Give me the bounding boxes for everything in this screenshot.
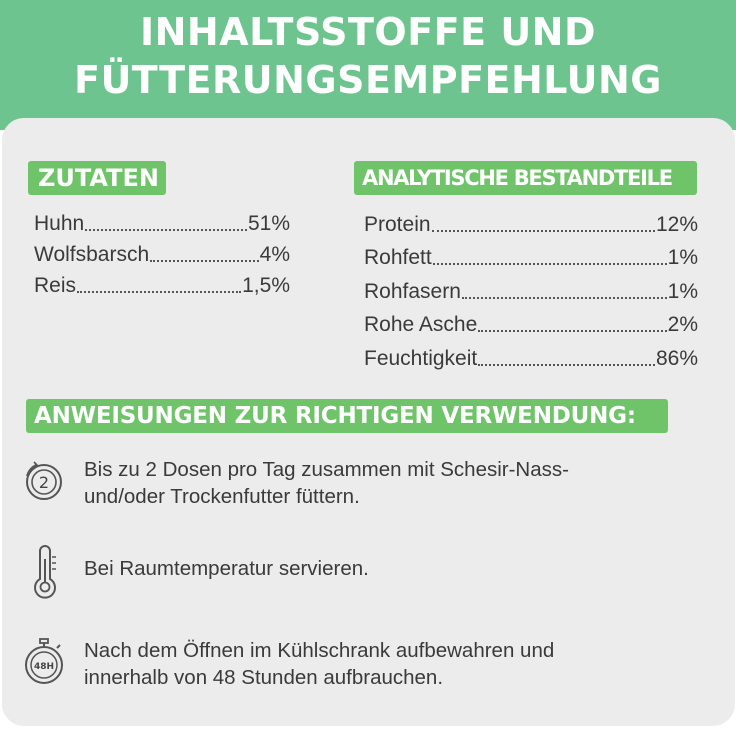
instruction-text: Bei Raumtemperatur servieren.: [84, 545, 369, 582]
instruction-line: innerhalb von 48 Stunden aufbrauchen.: [84, 666, 444, 689]
item-value: 86%: [655, 346, 698, 370]
item-value: 1%: [667, 246, 698, 269]
analytik-list: Protein 12% Rohfett 1% Rohfasern 1% Rohe…: [364, 203, 698, 371]
item-name: Rohe Asche: [364, 313, 478, 336]
page-title: INHALTSSTOFFE UND FÜTTERUNGSEMPFEHLUNG: [0, 8, 736, 104]
item-value: 51%: [247, 212, 290, 235]
stopwatch-48h-icon: 48H: [25, 638, 63, 684]
dot-leader: [150, 260, 259, 262]
list-item: Rohfett 1%: [364, 237, 698, 271]
instruction-line: und/oder Trockenfutter füttern.: [84, 485, 360, 508]
instruction-item: 2 Bis zu 2 Dosen pro Tag zusammen mit Sc…: [22, 456, 702, 510]
header-banner: [0, 0, 736, 130]
instruction-text: Bis zu 2 Dosen pro Tag zusammen mit Sche…: [84, 456, 569, 510]
dot-leader: [478, 330, 667, 332]
dot-leader: [461, 296, 667, 299]
item-name: Rohfett: [364, 246, 432, 269]
dot-leader: [478, 363, 655, 366]
list-item: Protein 12%: [364, 203, 698, 237]
item-value: 1%: [667, 279, 698, 303]
item-name: Reis: [34, 274, 77, 297]
dot-leader: [85, 229, 247, 231]
thermometer-icon: [34, 545, 56, 599]
icon-label: 2: [39, 473, 49, 492]
item-name: Rohfasern: [364, 279, 461, 303]
item-value: 2%: [667, 313, 698, 336]
item-name: Protein: [364, 212, 431, 236]
instruction-line: Bei Raumtemperatur servieren.: [84, 557, 369, 580]
icon-label: 48H: [34, 662, 54, 672]
title-line-1: INHALTSSTOFFE UND: [139, 10, 597, 54]
two-cans-per-day-icon: 2: [26, 461, 62, 500]
zutaten-heading: ZUTATEN: [28, 161, 166, 195]
list-item: Rohe Asche 2%: [364, 304, 698, 338]
item-value: 12%: [655, 212, 698, 236]
zutaten-list: Huhn 51% Wolfsbarsch 4% Reis 1,5%: [34, 205, 290, 298]
list-item: Feuchtigkeit 86%: [364, 337, 698, 371]
list-item: Rohfasern 1%: [364, 270, 698, 304]
instruction-text: Nach dem Öffnen im Kühlschrank aufbewahr…: [84, 637, 554, 691]
instruction-item: 48H Nach dem Öffnen im Kühlschrank aufbe…: [22, 637, 702, 691]
item-value: 4%: [259, 243, 290, 266]
instruction-line: Nach dem Öffnen im Kühlschrank aufbewahr…: [84, 639, 555, 662]
title-line-2: FÜTTERUNGSEMPFEHLUNG: [73, 58, 662, 102]
item-name: Wolfsbarsch: [34, 243, 150, 266]
item-name: Huhn: [34, 212, 85, 235]
list-item: Reis 1,5%: [34, 267, 290, 298]
list-item: Wolfsbarsch 4%: [34, 236, 290, 267]
anweisungen-heading: ANWEISUNGEN ZUR RICHTIGEN VERWENDUNG:: [26, 399, 668, 433]
dot-leader: [431, 229, 655, 232]
analytik-heading: ANALYTISCHE BESTANDTEILE: [354, 161, 697, 195]
item-value: 1,5%: [242, 274, 290, 297]
instruction-item: Bei Raumtemperatur servieren.: [22, 545, 702, 601]
instruction-line: Bis zu 2 Dosen pro Tag zusammen mit Sche…: [84, 458, 569, 481]
list-item: Huhn 51%: [34, 205, 290, 236]
item-name: Feuchtigkeit: [364, 346, 478, 370]
dot-leader: [432, 263, 667, 265]
dot-leader: [77, 291, 242, 293]
